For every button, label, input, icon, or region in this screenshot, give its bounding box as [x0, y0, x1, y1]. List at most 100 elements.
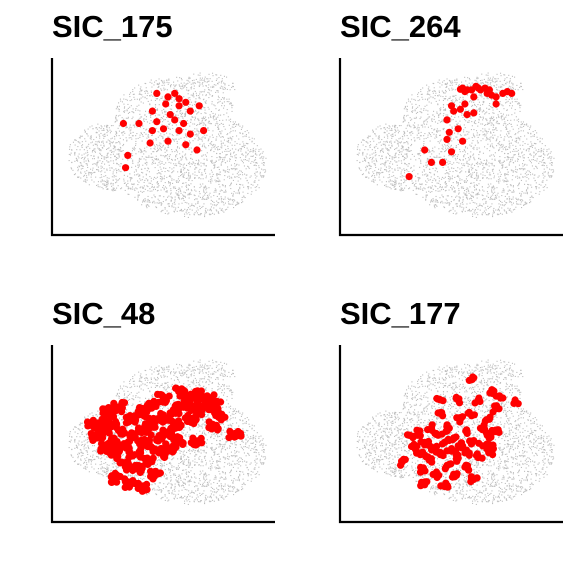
background-cell — [220, 189, 222, 191]
background-cell — [407, 137, 409, 139]
background-cell — [151, 163, 153, 165]
background-cell — [486, 132, 488, 134]
background-cell — [139, 134, 141, 136]
background-cell — [508, 82, 510, 84]
background-cell — [449, 161, 451, 163]
background-cell — [231, 110, 233, 112]
background-cell — [194, 138, 196, 140]
background-cell — [255, 148, 257, 150]
background-cell — [427, 99, 429, 101]
background-cell — [126, 140, 128, 142]
background-cell — [252, 184, 254, 186]
background-cell — [262, 175, 264, 177]
background-cell — [166, 149, 168, 151]
background-cell — [471, 195, 473, 197]
background-cell — [171, 196, 173, 198]
background-cell — [494, 187, 496, 189]
background-cell — [540, 149, 542, 151]
background-cell — [177, 89, 179, 91]
background-cell — [197, 112, 199, 114]
background-cell — [197, 81, 199, 83]
background-cell — [225, 189, 227, 191]
background-cell — [102, 142, 104, 144]
background-cell — [426, 93, 428, 95]
background-cell — [218, 81, 220, 83]
background-cell — [142, 172, 144, 174]
background-cell — [198, 191, 200, 193]
background-cell — [476, 169, 478, 171]
background-cell — [374, 163, 376, 165]
background-cell — [210, 160, 212, 162]
background-cell — [432, 198, 434, 200]
background-cell — [393, 186, 395, 188]
background-cell — [415, 116, 417, 118]
background-cell — [476, 147, 478, 149]
background-cell — [398, 183, 400, 185]
background-cell — [503, 209, 505, 211]
background-cell — [488, 165, 490, 167]
background-cell — [456, 79, 458, 81]
background-cell — [429, 204, 431, 206]
background-cell — [100, 171, 102, 173]
background-cell — [221, 142, 223, 144]
background-cell — [447, 172, 449, 174]
background-cell — [107, 130, 109, 132]
background-cell — [418, 129, 420, 131]
background-cell — [176, 193, 178, 195]
background-cell — [191, 151, 193, 153]
background-cell — [145, 199, 147, 201]
background-cell — [223, 105, 225, 107]
background-cell — [147, 92, 149, 94]
background-cell — [197, 74, 199, 76]
background-cell — [546, 150, 548, 152]
background-cell — [209, 89, 211, 91]
background-cell — [160, 117, 162, 119]
background-cell — [468, 85, 470, 87]
background-cell — [118, 154, 120, 156]
background-cell — [449, 97, 451, 99]
background-cell — [518, 128, 520, 130]
background-cell — [225, 154, 227, 156]
background-cell — [75, 139, 77, 141]
background-cell — [215, 123, 217, 125]
background-cell — [442, 121, 444, 123]
background-cell — [134, 87, 136, 89]
background-cell — [227, 145, 229, 147]
background-cell — [535, 188, 537, 190]
background-cell — [148, 136, 150, 138]
background-cell — [90, 135, 92, 137]
background-cell — [148, 200, 150, 202]
background-cell — [439, 134, 441, 136]
background-cell — [178, 117, 180, 119]
background-cell — [478, 134, 480, 136]
background-cell — [197, 209, 199, 211]
background-cell — [115, 114, 117, 116]
background-cell — [506, 166, 508, 168]
background-cell — [454, 210, 456, 212]
background-cell — [182, 84, 184, 86]
background-cell — [407, 98, 409, 100]
background-cell — [188, 140, 190, 142]
background-cell — [483, 110, 485, 112]
background-cell — [530, 154, 532, 156]
background-cell — [92, 169, 94, 171]
background-cell — [253, 161, 255, 163]
background-cell — [206, 81, 208, 83]
background-cell — [535, 153, 537, 155]
background-cell — [116, 135, 118, 137]
background-cell — [210, 169, 212, 171]
background-cell — [175, 114, 177, 116]
background-cell — [517, 136, 519, 138]
background-cell — [239, 186, 241, 188]
background-cell — [384, 145, 386, 147]
background-cell — [155, 138, 157, 140]
background-cell — [146, 156, 148, 158]
background-cell — [485, 112, 487, 114]
background-cell — [376, 172, 378, 174]
background-cell — [424, 105, 426, 107]
background-cell — [134, 98, 136, 100]
background-cell — [530, 136, 532, 138]
background-cell — [540, 155, 542, 157]
background-cell — [468, 159, 470, 161]
background-cell — [397, 167, 399, 169]
